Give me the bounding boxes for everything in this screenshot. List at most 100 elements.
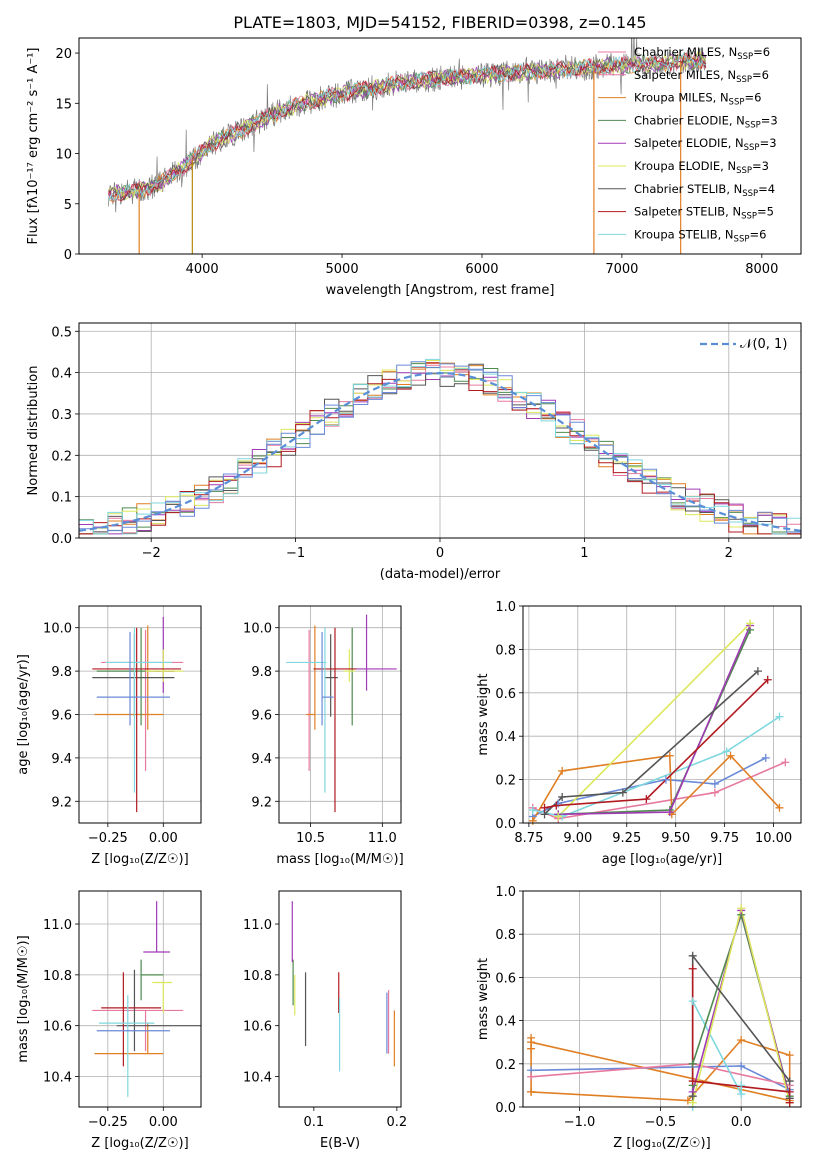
y-tick-label: 9.4 (51, 752, 72, 767)
mass-weight-marker (665, 808, 674, 817)
x-tick-label: 0.00 (149, 831, 178, 846)
x-tick-label: 10.00 (755, 831, 792, 846)
x-tick-label: 0.0 (731, 1115, 752, 1130)
y-tick-label: 0.1 (51, 491, 72, 506)
legend-suffix: =6 (752, 68, 769, 82)
plot-area-age_vs_Z (92, 616, 184, 813)
x-tick-label: 9.00 (563, 831, 592, 846)
legend-subscript: SSP (742, 189, 758, 199)
mass-weight-marker (554, 812, 563, 821)
x-tick-label: 11.0 (368, 831, 397, 846)
axes-frame (522, 605, 802, 824)
x-tick-label: 4000 (186, 262, 219, 277)
y-tick-label: 10.8 (243, 969, 272, 984)
legend-subscript: SSP (734, 234, 750, 244)
x-tick-label: 9.25 (612, 831, 641, 846)
mass-weight-marker (785, 1087, 794, 1096)
mass-weight-marker (528, 805, 537, 814)
x-tick-label: 0.2 (387, 1115, 408, 1130)
x-axis-label: Z [log₁₀(Z/Z☉)] (91, 1136, 188, 1151)
x-axis-label: (data-model)/error (380, 567, 501, 582)
legend-suffix: =5 (757, 205, 774, 219)
x-tick-label: −1 (286, 546, 305, 561)
legend-suffix: =6 (749, 227, 766, 241)
legend-label: 𝒩(0, 1) (740, 337, 787, 352)
y-tick-label: 11.0 (43, 918, 72, 933)
legend-label: Salpeter STELIB, N (634, 205, 741, 219)
y-tick-label: 0.0 (51, 532, 72, 547)
legend-suffix: =3 (752, 159, 769, 173)
y-tick-label: 10.6 (243, 1020, 272, 1035)
mass-weight-marker (785, 1051, 794, 1060)
y-tick-label: 10.4 (43, 1071, 72, 1086)
y-tick-label: 0.2 (495, 1058, 516, 1073)
y-tick-label: 0.3 (51, 408, 72, 423)
x-tick-label: −0.25 (88, 831, 128, 846)
mass-weight-marker (661, 775, 670, 784)
x-tick-label: −1.0 (564, 1115, 596, 1130)
x-axis-label: mass [log₁₀(M/M☉)] (276, 852, 403, 867)
y-tick-label: 10.8 (43, 969, 72, 984)
y-tick-label: 10.6 (43, 1020, 72, 1035)
x-axis-label: Z [log₁₀(Z/Z☉)] (91, 852, 188, 867)
normal-reference-curve (79, 371, 801, 532)
legend-label: Chabrier MILES, N (634, 45, 737, 59)
residual-histogram (79, 361, 801, 538)
mass-weight-marker (683, 1096, 692, 1105)
mass-weight-marker (540, 803, 549, 812)
y-tick-label: 9.6 (51, 709, 72, 724)
mass-weight-marker (763, 675, 772, 684)
y-axis-label: mass [log₁₀(M/M☉)] (16, 935, 31, 1062)
mass-weight-marker (558, 766, 567, 775)
y-tick-label: 15 (55, 97, 72, 112)
plot-area-mass_vs_EBV (291, 901, 395, 1072)
legend-entry: Salpeter STELIB, NSSP=5 (634, 205, 774, 222)
legend-label: Chabrier STELIB, N (634, 182, 742, 196)
mass-weight-marker (737, 1061, 746, 1070)
mass-weight-line (544, 679, 769, 809)
legend-label: Salpeter ELODIE, N (634, 136, 744, 150)
panel-mass_weight_vs_Z: −1.0 −0.5 0.0 0.0 0.2 0.4 0.6 0.8 1.0 Z [log₁₀(Z/… (476, 885, 802, 1151)
y-tick-label: 10 (55, 148, 72, 163)
y-tick-label: 0 (64, 248, 72, 263)
panel-mass_weight_vs_age: 8.75 9.00 9.25 9.50 9.75 10.00 0.0 0.2 0.4 0.6 0.8… (476, 600, 802, 867)
plot-area-spectrum (108, 38, 707, 254)
x-tick-label: −0.5 (645, 1115, 677, 1130)
mass-weight-marker (781, 758, 790, 767)
mass-weight-marker (761, 753, 770, 762)
legend-label: Kroupa MILES, N (634, 91, 729, 105)
legend-entry: Kroupa STELIB, NSSP=6 (634, 227, 766, 244)
legend-label: Chabrier ELODIE, N (634, 113, 745, 127)
legend-entry: Chabrier ELODIE, NSSP=3 (634, 113, 778, 130)
y-tick-label: 1.0 (495, 600, 516, 615)
y-tick-label: 5 (64, 198, 72, 213)
mass-weight-marker (775, 803, 784, 812)
y-tick-label: 0.8 (495, 928, 516, 943)
panel-spectrum: 4000 5000 6000 7000 8000 0 5 10 15 20 wavelength [… (26, 37, 802, 298)
x-axis-label: Z [log₁₀(Z/Z☉)] (613, 1136, 710, 1151)
model-spectrum-line (108, 52, 707, 202)
mass-weight-line (532, 716, 780, 818)
mass-weight-marker (775, 712, 784, 721)
legend-suffix: =6 (753, 45, 770, 59)
mass-weight-line (532, 754, 781, 822)
x-tick-label: 1 (580, 546, 588, 561)
y-tick-label: 9.8 (51, 665, 72, 680)
y-axis-label: age [log₁₀(age/yr)] (16, 654, 31, 775)
figure-title: PLATE=1803, MJD=54152, FIBERID=0398, z=0… (233, 13, 646, 32)
y-tick-label: 1.0 (495, 885, 516, 900)
mass-weight-marker (527, 1087, 536, 1096)
legend-subscript: SSP (736, 75, 752, 85)
y-tick-label: 10.0 (243, 622, 272, 637)
y-tick-label: 0.4 (495, 1015, 516, 1030)
x-axis-label: E(B-V) (320, 1136, 360, 1151)
y-tick-label: 9.6 (251, 709, 272, 724)
mass-weight-marker (726, 751, 735, 760)
y-tick-label: 0.6 (495, 687, 516, 702)
model-spectrum-line (108, 50, 707, 200)
y-axis-label: mass weight (476, 958, 491, 1040)
plot-area-residuals (79, 358, 801, 538)
panel-residuals: −2 −1 0 1 2 0.0 0.1 0.2 0.3 0.4 0.5 (data-model)/er… (26, 322, 802, 582)
